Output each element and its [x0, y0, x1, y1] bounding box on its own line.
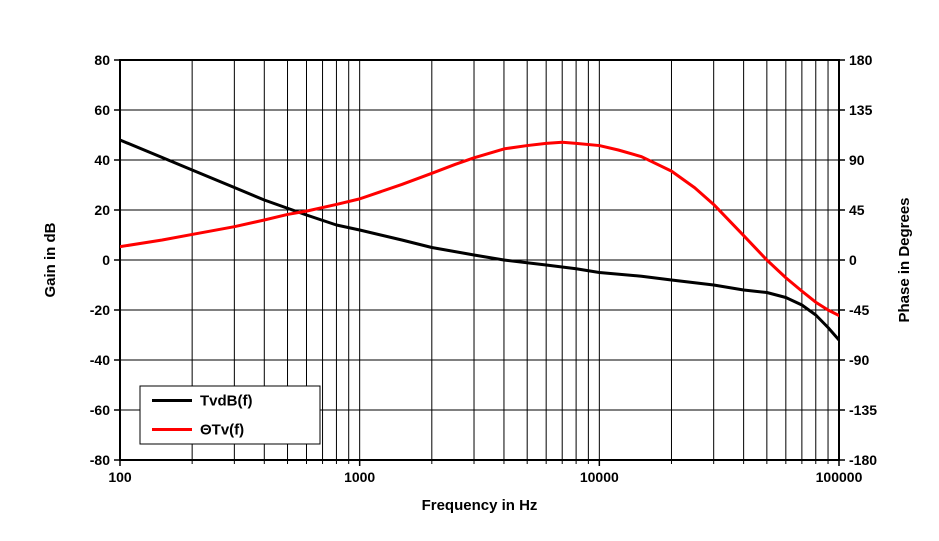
legend: TvdB(f) ΘTv(f) [140, 386, 320, 444]
yright-tick-label: 45 [849, 202, 865, 218]
legend-label-gain: TvdB(f) [200, 393, 253, 410]
yright-tick-label: 180 [849, 52, 873, 68]
yright-axis-label: Phase in Degrees [896, 197, 913, 322]
yleft-tick-label: 40 [94, 152, 110, 168]
yleft-tick-label: 0 [102, 252, 110, 268]
yright-tick-label: -45 [849, 302, 869, 318]
yleft-tick-label: -60 [90, 402, 110, 418]
yleft-axis-label: Gain in dB [42, 222, 59, 297]
yright-tick-label: 0 [849, 252, 857, 268]
x-tick-label: 100 [108, 469, 132, 485]
yleft-tick-label: -40 [90, 352, 110, 368]
yleft-tick-label: 60 [94, 102, 110, 118]
yright-tick-label: -90 [849, 352, 869, 368]
chart-svg: 100 1000 10000 100000 -80 -60 -40 -20 0 20 40 60 80 -… [0, 0, 939, 541]
yleft-tick-label: -80 [90, 452, 110, 468]
yleft-tick-label: -20 [90, 302, 110, 318]
x-tick-label: 1000 [344, 469, 375, 485]
x-tick-label: 100000 [816, 469, 863, 485]
yleft-tick-label: 20 [94, 202, 110, 218]
yright-tick-label: -135 [849, 402, 877, 418]
yright-tick-label: -180 [849, 452, 877, 468]
x-tick-label: 10000 [580, 469, 619, 485]
x-axis-label: Frequency in Hz [422, 497, 538, 514]
yleft-tick-label: 80 [94, 52, 110, 68]
yright-tick-label: 135 [849, 102, 873, 118]
yright-tick-label: 90 [849, 152, 865, 168]
legend-label-phase: ΘTv(f) [200, 422, 244, 439]
bode-plot: 100 1000 10000 100000 -80 -60 -40 -20 0 20 40 60 80 -… [0, 0, 939, 541]
